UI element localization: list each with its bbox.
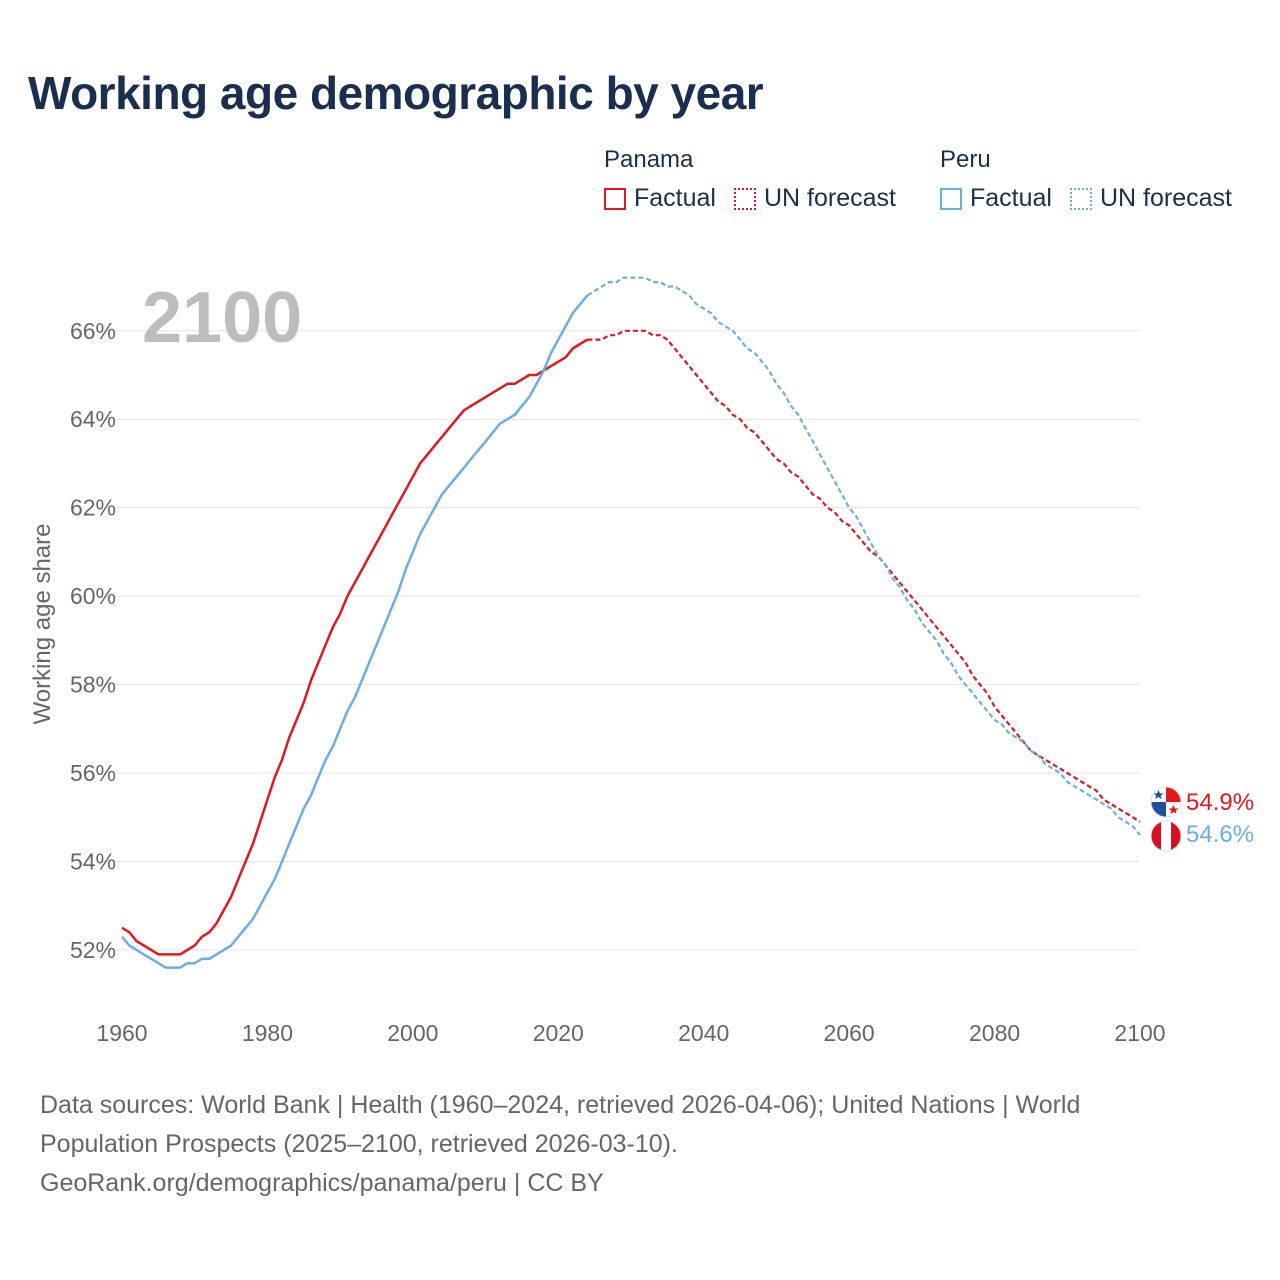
x-axis-ticks: 1960 1980 2000 2020 2040 2060 2080 2100 (96, 1020, 1165, 1046)
legend-peru-factual-swatch (940, 187, 962, 210)
footer-line-1: Data sources: World Bank | Health (1960–… (40, 1091, 1081, 1119)
y-axis-ticks: 52% 54% 56% 58% 60% 62% 64% 66% (70, 318, 116, 963)
x-tick-label: 2060 (824, 1020, 875, 1046)
y-tick-label: 56% (70, 760, 116, 786)
y-tick-label: 54% (70, 848, 116, 874)
legend-peru-forecast-swatch (1069, 187, 1092, 210)
legend-panama-name: Panama (604, 146, 694, 173)
y-tick-label: 62% (70, 495, 116, 521)
legend-panama-factual-swatch (604, 187, 626, 210)
legend-peru-name: Peru (940, 146, 991, 173)
panama-forecast-line (587, 329, 1141, 823)
panama-factual-line (121, 338, 589, 956)
legend-peru-forecast[interactable]: UN forecast (1069, 184, 1232, 213)
legend-panama-forecast-label: UN forecast (763, 184, 896, 212)
endpoint-layer: 54.9% 54.6% (1150, 786, 1254, 852)
x-tick-label: 2100 (1114, 1020, 1165, 1046)
series-layer (121, 276, 1141, 969)
peru-end-label: 54.6% (1186, 821, 1254, 848)
y-axis-label: Working age share (29, 524, 56, 725)
y-tick-label: 60% (70, 583, 116, 609)
legend-panama-forecast[interactable]: UN forecast (733, 184, 896, 213)
legend-panama-forecast-swatch (733, 187, 756, 210)
legend-peru-factual-label: Factual (970, 184, 1052, 212)
footer-line-2: Population Prospects (2025–2100, retriev… (40, 1130, 678, 1158)
y-tick-label: 58% (70, 672, 116, 698)
peru-factual-line (121, 294, 589, 969)
legend-peru: Peru Factual UN forecast (940, 144, 1250, 213)
grid-layer (100, 330, 1140, 951)
legend-peru-forecast-label: UN forecast (1099, 184, 1232, 212)
legend-peru-factual[interactable]: Factual (940, 184, 1052, 213)
footer-line-3: GeoRank.org/demographics/panama/peru | C… (40, 1169, 604, 1197)
year-watermark: 2100 (142, 278, 302, 358)
x-tick-label: 2000 (387, 1020, 438, 1046)
footer-sources: Data sources: World Bank | Health (1960–… (40, 1086, 1240, 1203)
peru-flag-icon (1150, 820, 1182, 852)
legend-panama: Panama Factual UN forecast (604, 144, 914, 213)
x-tick-label: 2040 (678, 1020, 729, 1046)
legend-panama-factual[interactable]: Factual (604, 184, 716, 213)
y-tick-label: 52% (70, 937, 116, 963)
panama-flag-icon (1150, 786, 1182, 818)
panama-end-label: 54.9% (1186, 789, 1254, 816)
y-tick-label: 64% (70, 406, 116, 432)
x-tick-label: 2080 (969, 1020, 1020, 1046)
peru-forecast-line (586, 276, 1141, 836)
legend-panama-factual-label: Factual (634, 184, 716, 212)
x-tick-label: 1960 (96, 1020, 147, 1046)
y-tick-label: 66% (70, 318, 116, 344)
x-tick-label: 2020 (533, 1020, 584, 1046)
chart-title: Working age demographic by year (28, 67, 764, 119)
x-tick-label: 1980 (242, 1020, 293, 1046)
